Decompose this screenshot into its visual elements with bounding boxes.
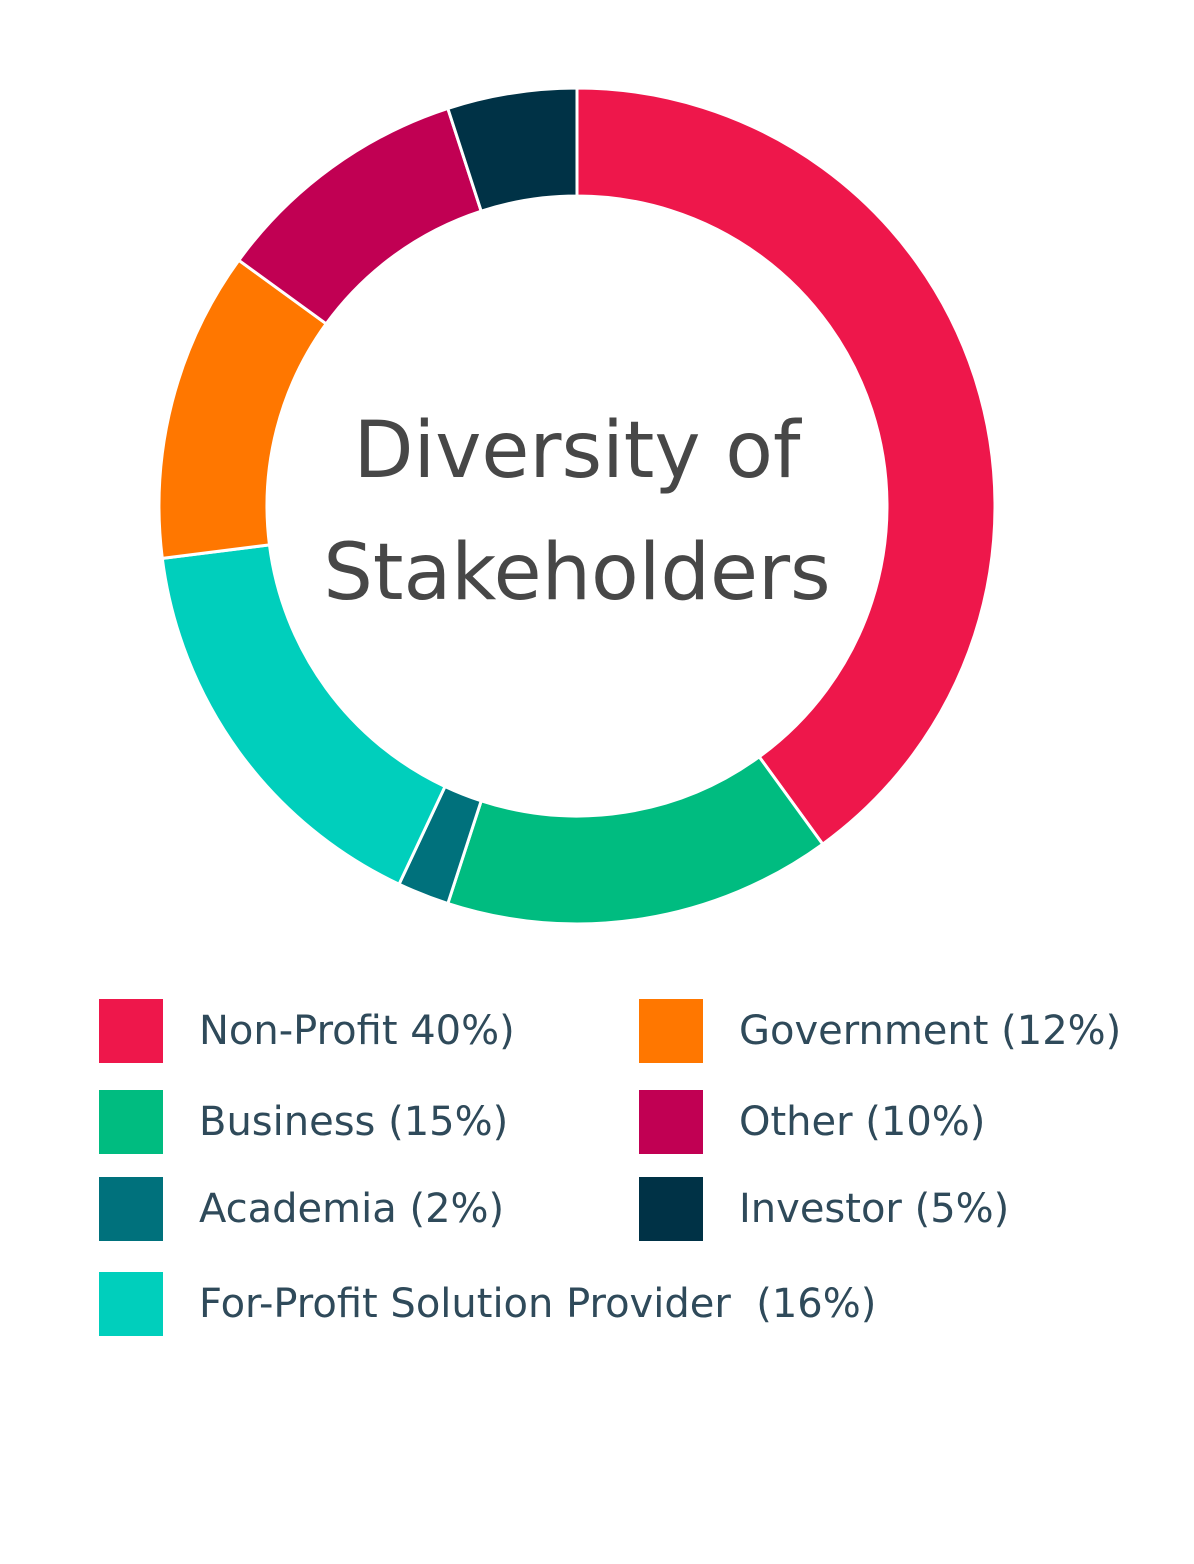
legend-swatch-for-profit-solution-provider <box>99 1272 163 1336</box>
legend-item-academia: Academia (2%) <box>99 1177 504 1241</box>
legend-label-for-profit-solution-provider: For-Profit Solution Provider (16%) <box>199 1281 877 1327</box>
donut-slice-business <box>445 754 825 926</box>
legend-item-non-profit: Non-Profit 40%) <box>99 999 515 1063</box>
legend-swatch-business <box>99 1090 163 1154</box>
legend-label-business: Business (15%) <box>199 1099 509 1145</box>
legend-label-other: Other (10%) <box>739 1099 986 1145</box>
legend-item-investor: Investor (5%) <box>639 1177 1009 1241</box>
chart-title: Diversity of Stakeholders <box>277 390 877 634</box>
donut-svg <box>157 86 997 926</box>
donut-chart: Diversity of Stakeholders <box>157 86 997 926</box>
legend-item-for-profit-solution-provider: For-Profit Solution Provider (16%) <box>99 1272 876 1336</box>
donut-slice-non-profit <box>575 86 997 847</box>
legend-swatch-government <box>639 999 703 1063</box>
legend-swatch-investor <box>639 1177 703 1241</box>
legend-label-non-profit: Non-Profit 40%) <box>199 1008 515 1054</box>
donut-slice-investor <box>445 86 579 214</box>
legend-item-other: Other (10%) <box>639 1090 985 1154</box>
legend-label-investor: Investor (5%) <box>739 1186 1010 1232</box>
chart-title-line-1: Diversity of <box>353 406 801 496</box>
legend-swatch-academia <box>99 1177 163 1241</box>
legend-label-government: Government (12%) <box>739 1008 1122 1054</box>
legend-label-academia: Academia (2%) <box>199 1186 505 1232</box>
legend-item-government: Government (12%) <box>639 999 1121 1063</box>
legend-swatch-other <box>639 1090 703 1154</box>
legend-swatch-non-profit <box>99 999 163 1063</box>
legend-item-business: Business (15%) <box>99 1090 508 1154</box>
chart-title-line-2: Stakeholders <box>323 528 831 618</box>
